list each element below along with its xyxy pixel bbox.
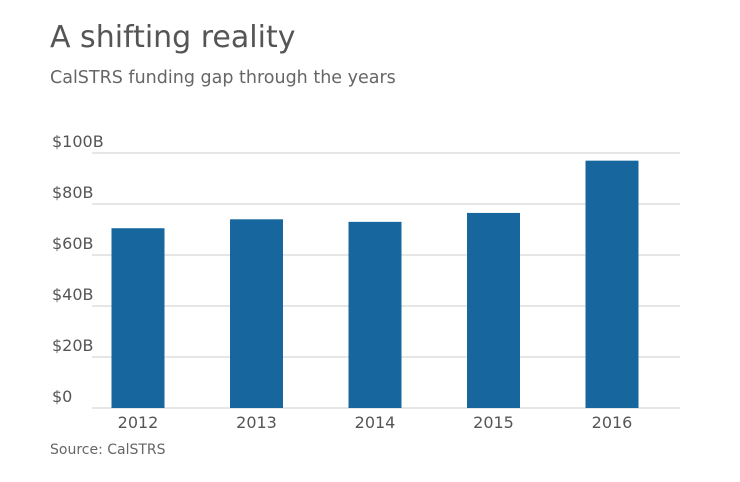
chart-title: A shifting reality — [50, 20, 296, 55]
bar — [585, 160, 639, 408]
bar — [111, 228, 165, 408]
x-axis-labels: 2012 2013 2014 2015 2016 — [118, 413, 633, 432]
x-tick-label: 2012 — [118, 413, 159, 432]
x-tick-label: 2013 — [236, 413, 277, 432]
y-axis-labels: $0 $20B $40B $60B $80B $100B — [52, 132, 104, 406]
x-tick-label: 2015 — [473, 413, 514, 432]
bar — [467, 212, 520, 408]
chart-subtitle: CalSTRS funding gap through the years — [50, 68, 396, 88]
bars — [111, 160, 639, 408]
bar — [230, 219, 283, 408]
y-tick-label: $60B — [52, 234, 94, 253]
x-tick-label: 2016 — [592, 413, 633, 432]
source-note: Source: CalSTRS — [50, 442, 166, 458]
y-tick-label: $20B — [52, 336, 94, 355]
x-tick-label: 2014 — [355, 413, 396, 432]
y-tick-label: $100B — [52, 132, 104, 151]
y-tick-label: $40B — [52, 285, 94, 304]
y-tick-label: $0 — [52, 387, 72, 406]
bar — [348, 221, 402, 408]
y-tick-label: $80B — [52, 183, 94, 202]
